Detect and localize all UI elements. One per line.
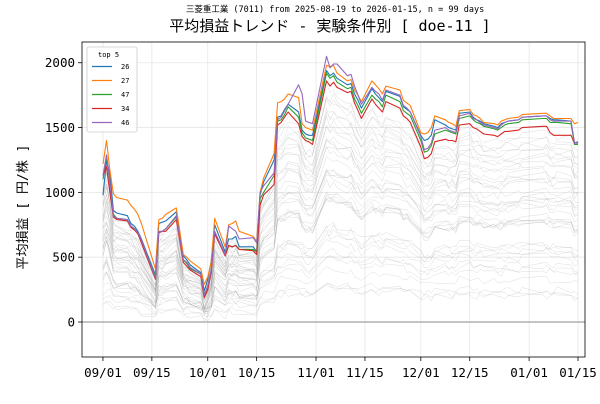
background-series-line bbox=[102, 178, 579, 297]
series-line-46 bbox=[102, 55, 579, 296]
y-tick-label: 1500 bbox=[45, 120, 75, 135]
background-series-line bbox=[102, 169, 579, 300]
legend-items: 26 27 47 34 46 bbox=[92, 63, 129, 127]
legend-label-34: 34 bbox=[121, 105, 129, 113]
y-tick-label: 1000 bbox=[45, 185, 75, 200]
background-series-line bbox=[102, 136, 579, 299]
background-series-line bbox=[102, 197, 579, 300]
background-series-line bbox=[102, 92, 579, 300]
background-series-line bbox=[102, 140, 579, 310]
legend-label-46: 46 bbox=[121, 119, 129, 127]
legend-label-27: 27 bbox=[121, 77, 129, 85]
x-tick-label: 11/15 bbox=[346, 365, 384, 380]
legend: top 5 26 27 47 34 46 bbox=[86, 46, 138, 133]
background-series-line bbox=[102, 255, 579, 312]
y-tick-label: 2000 bbox=[45, 55, 75, 70]
plot-frame bbox=[81, 41, 586, 358]
background-series-line bbox=[102, 198, 579, 312]
x-tick-label: 11/01 bbox=[297, 365, 335, 380]
series-layer bbox=[102, 55, 579, 298]
x-tick-label: 09/15 bbox=[133, 365, 171, 380]
background-series-line bbox=[102, 115, 579, 298]
background-series-line bbox=[102, 283, 579, 322]
background-series-line bbox=[102, 229, 579, 317]
background-series-line bbox=[102, 138, 579, 296]
x-tick-label: 09/01 bbox=[84, 365, 122, 380]
background-series-line bbox=[102, 174, 579, 311]
y-axis-label: 平均損益 [ 円/株 ] bbox=[16, 145, 31, 270]
background-series-line bbox=[102, 266, 579, 317]
background-series-line bbox=[102, 224, 579, 312]
background-series-line bbox=[102, 169, 579, 295]
background-series-line bbox=[102, 195, 579, 309]
x-tick-label: 12/15 bbox=[451, 365, 489, 380]
background-series-line bbox=[102, 255, 579, 315]
x-tick-label: 01/15 bbox=[559, 365, 597, 380]
background-series-line bbox=[102, 113, 579, 303]
background-series-line bbox=[102, 146, 579, 300]
x-axis-ticks: 09/01 09/15 10/01 10/15 11/01 11/15 12/01 12/15… bbox=[84, 357, 597, 380]
background-series-line bbox=[102, 107, 579, 297]
legend-title: top 5 bbox=[98, 51, 119, 59]
x-tick-label: 12/01 bbox=[402, 365, 440, 380]
background-series-line bbox=[102, 168, 579, 311]
legend-label-26: 26 bbox=[121, 63, 129, 71]
x-tick-label: 10/01 bbox=[189, 365, 227, 380]
background-series-line bbox=[102, 145, 579, 304]
background-series-line bbox=[102, 171, 579, 309]
y-tick-label: 0 bbox=[67, 315, 75, 330]
background-series-line bbox=[102, 126, 579, 296]
chart-suptitle: 三菱重工業 (7011) from 2025-08-19 to 2026-01-… bbox=[186, 4, 484, 15]
legend-box bbox=[86, 46, 138, 133]
x-tick-label: 10/15 bbox=[238, 365, 276, 380]
background-series-line bbox=[102, 196, 578, 311]
background-series-line bbox=[102, 194, 579, 313]
background-series-line bbox=[102, 284, 579, 322]
background-series-line bbox=[102, 248, 579, 311]
background-series bbox=[102, 82, 579, 322]
series-line-26 bbox=[102, 69, 578, 292]
legend-label-47: 47 bbox=[121, 91, 129, 99]
y-axis-ticks: 0 500 1000 1500 2000 bbox=[45, 55, 82, 330]
chart-title: 平均損益トレンド - 実験条件別 [ doe-11 ] bbox=[169, 17, 490, 35]
series-line-27 bbox=[102, 64, 579, 285]
background-series-line bbox=[102, 191, 579, 309]
y-tick-label: 500 bbox=[52, 250, 75, 265]
background-series-line bbox=[102, 155, 579, 297]
background-series-line bbox=[102, 96, 579, 308]
background-series-line bbox=[102, 239, 579, 309]
background-series-line bbox=[102, 124, 579, 301]
background-series-line bbox=[102, 221, 579, 313]
background-series-line bbox=[102, 229, 579, 315]
x-tick-label: 01/01 bbox=[510, 365, 548, 380]
background-series-line bbox=[102, 282, 579, 314]
